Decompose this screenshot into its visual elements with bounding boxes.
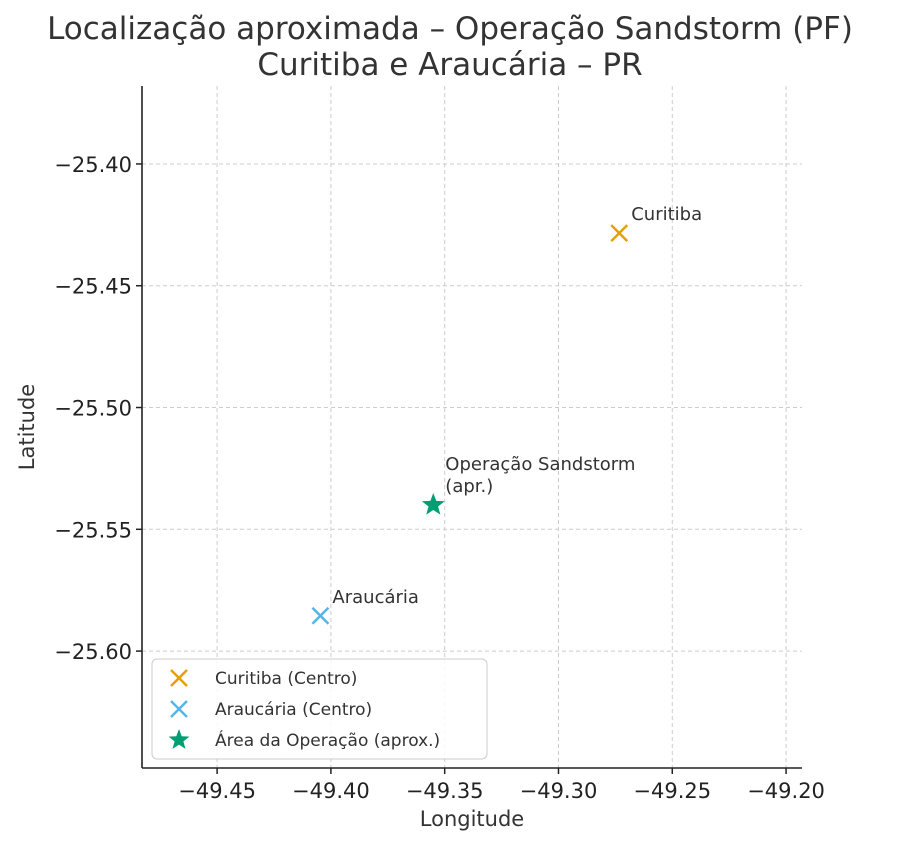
- legend-label: Área da Operação (aprox.): [215, 729, 440, 751]
- point-annotation: Araucária: [332, 587, 419, 608]
- title-line-2: Curitiba e Araucária – PR: [257, 47, 642, 83]
- point-marker-x: [311, 606, 330, 625]
- x-axis-label: Longitude: [420, 807, 524, 831]
- axis-labels: Longitude Latitude: [15, 384, 524, 831]
- axes: [141, 86, 802, 769]
- legend-label: Curitiba (Centro): [215, 669, 357, 689]
- legend-marker-star: [168, 729, 190, 749]
- grid: [142, 86, 802, 768]
- legend: Curitiba (Centro) Araucária (Centro) Área …: [151, 658, 488, 760]
- point-annotation: Operação Sandstorm (apr.): [445, 454, 635, 497]
- legend-marker-x: [170, 700, 188, 718]
- x-tick-label: −49.30: [520, 779, 598, 803]
- x-tick-label: −49.35: [406, 779, 484, 803]
- y-tick-label: −25.55: [54, 518, 132, 542]
- legend-box: [151, 658, 488, 760]
- y-axis-label: Latitude: [15, 384, 39, 470]
- point-annotation: Curitiba: [631, 204, 702, 225]
- title-line-1: Localização aproximada – Operação Sandst…: [47, 11, 853, 47]
- y-tick-label: −25.50: [54, 397, 132, 421]
- legend-marker-x: [170, 669, 188, 687]
- y-ticks: −25.40 −25.45 −25.50 −25.55 −25.60: [54, 153, 142, 664]
- x-tick-label: −49.20: [747, 779, 825, 803]
- x-ticks: −49.45 −49.40 −49.35 −49.30 −49.25 −49.20: [178, 768, 825, 803]
- data-points: [311, 224, 629, 625]
- point-marker-star: [421, 492, 445, 515]
- x-tick-label: −49.25: [633, 779, 711, 803]
- chart-title: Localização aproximada – Operação Sandst…: [47, 11, 853, 83]
- y-tick-label: −25.60: [54, 640, 132, 664]
- y-tick-label: −25.45: [54, 275, 132, 299]
- y-tick-label: −25.40: [54, 153, 132, 177]
- point-marker-x: [610, 224, 629, 243]
- annotations: Curitiba Araucária Operação Sandstorm (apr.…: [332, 204, 702, 608]
- x-tick-label: −49.40: [292, 779, 370, 803]
- x-tick-label: −49.45: [178, 779, 256, 803]
- legend-label: Araucária (Centro): [215, 700, 372, 720]
